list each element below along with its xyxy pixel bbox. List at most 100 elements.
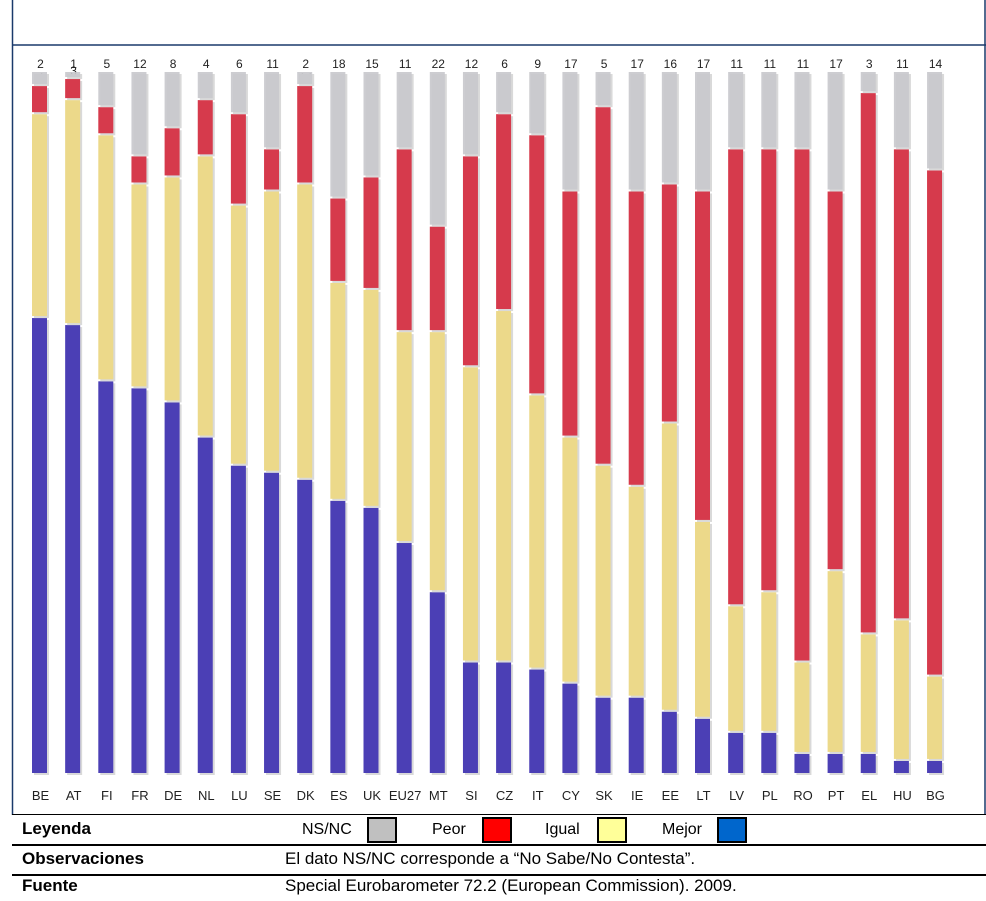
bar-nsnc-nl bbox=[197, 72, 213, 99]
bar-igual-cz bbox=[496, 311, 512, 661]
bar-nsnc-at bbox=[65, 72, 81, 78]
bar-nsnc-es bbox=[330, 72, 346, 197]
legend-label-mejor: Mejor bbox=[662, 821, 703, 838]
data-label-nsnc-el: 3 bbox=[866, 57, 873, 71]
bar-igual-ie bbox=[628, 486, 644, 696]
observaciones-row: Observaciones El dato NS/NC corresponde … bbox=[12, 846, 986, 876]
fuente-label: Fuente bbox=[22, 876, 78, 895]
bar-igual-at bbox=[65, 100, 81, 324]
bar-mejor-ie bbox=[628, 697, 644, 773]
x-tick-label-pt: PT bbox=[828, 788, 845, 803]
bar-peor-cy bbox=[562, 191, 578, 436]
legend-row: Leyenda NS/NC Peor Igual Mejor bbox=[12, 816, 986, 846]
data-label-nsnc-nl: 4 bbox=[203, 57, 210, 71]
bar-mejor-fi bbox=[98, 381, 114, 773]
bar-igual-cy bbox=[562, 437, 578, 682]
bar-nsnc-hu bbox=[893, 72, 909, 148]
bar-mejor-lv bbox=[728, 732, 744, 773]
x-tick-label-ee: EE bbox=[662, 788, 680, 803]
bar-nsnc-sk bbox=[595, 72, 611, 106]
bar-mejor-bg bbox=[927, 760, 943, 773]
fuente-text: Special Eurobarometer 72.2 (European Com… bbox=[285, 876, 737, 895]
data-label-nsnc-lv: 11 bbox=[730, 57, 743, 71]
bar-peor-pt bbox=[827, 191, 843, 570]
x-tick-label-sk: SK bbox=[595, 788, 613, 803]
bar-peor-si bbox=[462, 156, 478, 366]
data-label-nsnc-lt: 17 bbox=[697, 57, 711, 71]
bar-mejor-de bbox=[164, 402, 180, 773]
bar-mejor-it bbox=[529, 669, 545, 773]
x-tick-label-fr: FR bbox=[131, 788, 148, 803]
bar-igual-pl bbox=[761, 592, 777, 731]
bar-nsnc-ee bbox=[661, 72, 677, 183]
x-tick-label-bg: BG bbox=[926, 788, 945, 803]
bar-mejor-cz bbox=[496, 662, 512, 773]
data-label-nsnc-eu27: 11 bbox=[399, 57, 412, 71]
bar-mejor-at bbox=[65, 325, 81, 773]
x-tick-label-lv: LV bbox=[729, 788, 744, 803]
bar-peor-cz bbox=[496, 114, 512, 310]
bar-mejor-dk bbox=[297, 479, 313, 773]
bar-igual-fi bbox=[98, 135, 114, 380]
data-label-nsnc-ee: 16 bbox=[664, 57, 678, 71]
bar-igual-ee bbox=[661, 423, 677, 710]
bar-nsnc-el bbox=[860, 72, 876, 92]
x-tick-label-nl: NL bbox=[198, 788, 215, 803]
bar-nsnc-lt bbox=[695, 72, 710, 190]
observaciones-label: Observaciones bbox=[22, 849, 144, 868]
bar-mejor-ee bbox=[661, 711, 677, 773]
bar-mejor-fr bbox=[131, 388, 147, 773]
bar-peor-el bbox=[860, 93, 876, 633]
bar-peor-lu bbox=[230, 114, 246, 204]
bar-mejor-be bbox=[32, 318, 47, 773]
legend-swatch-igual bbox=[597, 817, 627, 843]
bar-igual-es bbox=[330, 282, 346, 499]
legend-label-peor: Peor bbox=[432, 821, 466, 838]
bar-mejor-hu bbox=[893, 760, 909, 773]
bar-igual-ro bbox=[794, 662, 810, 752]
bar-peor-se bbox=[264, 149, 280, 190]
bar-peor-lt bbox=[695, 191, 710, 520]
fuente-row: Fuente Special Eurobarometer 72.2 (Europ… bbox=[12, 873, 986, 901]
bar-mejor-lt bbox=[695, 718, 710, 773]
data-label-nsnc-se: 11 bbox=[266, 57, 279, 71]
x-tick-label-cy: CY bbox=[562, 788, 580, 803]
data-label-nsnc-lu: 6 bbox=[236, 57, 243, 71]
bar-peor-hu bbox=[893, 149, 909, 619]
bar-mejor-uk bbox=[363, 507, 379, 773]
bar-igual-lt bbox=[695, 521, 710, 717]
bar-peor-fi bbox=[98, 107, 114, 134]
bar-peor-at bbox=[65, 79, 81, 99]
bar-peor-bg bbox=[927, 170, 943, 675]
bar-peor-mt bbox=[429, 226, 445, 331]
bar-mejor-si bbox=[462, 662, 478, 773]
bar-peor-pl bbox=[761, 149, 777, 591]
bar-igual-fr bbox=[131, 184, 147, 387]
bar-nsnc-fi bbox=[98, 72, 114, 106]
x-tick-label-es: ES bbox=[330, 788, 348, 803]
legend-title: Leyenda bbox=[22, 819, 91, 838]
bar-peor-de bbox=[164, 128, 180, 176]
x-tick-label-hu: HU bbox=[893, 788, 912, 803]
bar-igual-mt bbox=[429, 332, 445, 591]
x-tick-label-uk: UK bbox=[363, 788, 381, 803]
bar-igual-el bbox=[860, 634, 876, 752]
observaciones-text: El dato NS/NC corresponde a “No Sabe/No … bbox=[285, 849, 696, 868]
bar-igual-sk bbox=[595, 465, 611, 696]
bar-igual-si bbox=[462, 367, 478, 661]
bar-igual-se bbox=[264, 191, 280, 471]
x-tick-label-eu27: EU27 bbox=[389, 788, 422, 803]
x-tick-label-fi: FI bbox=[101, 788, 113, 803]
bar-peor-es bbox=[330, 198, 346, 281]
data-label-nsnc-pl: 11 bbox=[764, 57, 777, 71]
bar-nsnc-pl bbox=[761, 72, 777, 148]
bar-peor-eu27 bbox=[396, 149, 412, 331]
bar-peor-fr bbox=[131, 156, 147, 183]
bar-mejor-nl bbox=[197, 437, 213, 773]
bar-nsnc-cy bbox=[562, 72, 578, 190]
x-tick-label-pl: PL bbox=[762, 788, 778, 803]
x-tick-label-el: EL bbox=[861, 788, 877, 803]
bar-nsnc-bg bbox=[927, 72, 943, 169]
legend-label-igual: Igual bbox=[545, 821, 580, 838]
